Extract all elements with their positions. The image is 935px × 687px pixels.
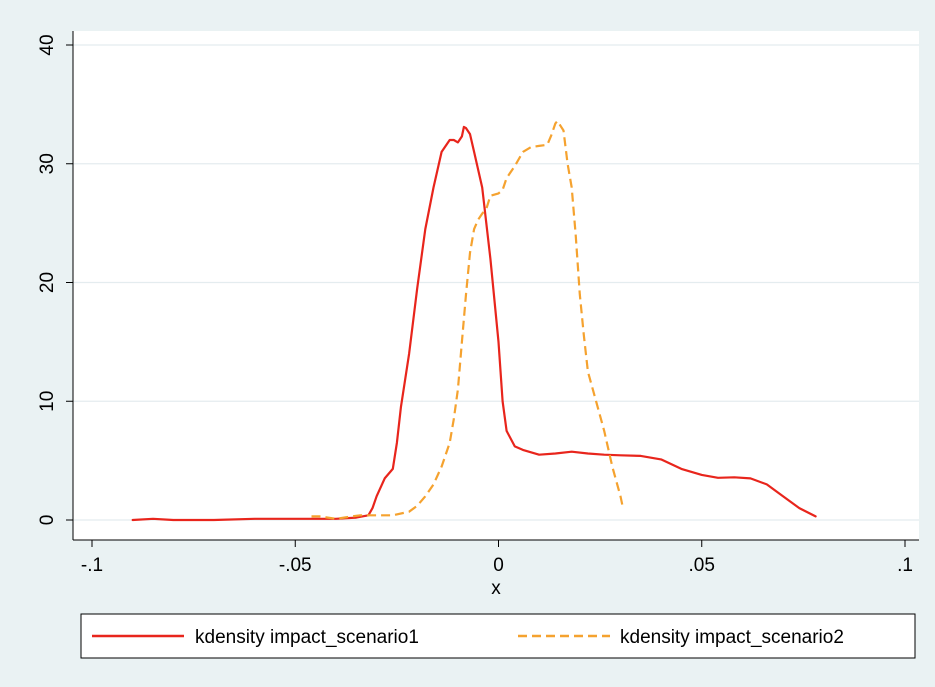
y-tick-label-2: 20 <box>37 272 58 293</box>
legend: kdensity impact_scenario1 kdensity impac… <box>80 613 916 659</box>
y-tick-label-4: 40 <box>37 34 58 55</box>
x-axis-title: x <box>491 578 501 599</box>
series-line-scenario2 <box>311 119 624 520</box>
legend-box <box>80 613 916 659</box>
x-tick-label-2: 0 <box>493 555 504 576</box>
x-tick-label-4: .1 <box>897 555 913 576</box>
x-tick-label-3: .05 <box>689 555 715 576</box>
legend-label-scenario2: kdensity impact_scenario2 <box>620 627 844 648</box>
y-tick-label-3: 30 <box>37 153 58 174</box>
y-tick-label-0: 0 <box>37 515 58 526</box>
series-line-scenario1 <box>131 125 817 522</box>
x-tick-label-1: -.05 <box>279 555 312 576</box>
y-tick-label-1: 10 <box>37 391 58 412</box>
legend-label-scenario1: kdensity impact_scenario1 <box>195 627 419 648</box>
plot-area <box>73 31 919 540</box>
series-layer <box>131 119 817 522</box>
axes: 0 10 20 30 40 -.1 -.05 0 .05 .1 <box>37 31 919 576</box>
x-tick-label-0: -.1 <box>81 555 103 576</box>
